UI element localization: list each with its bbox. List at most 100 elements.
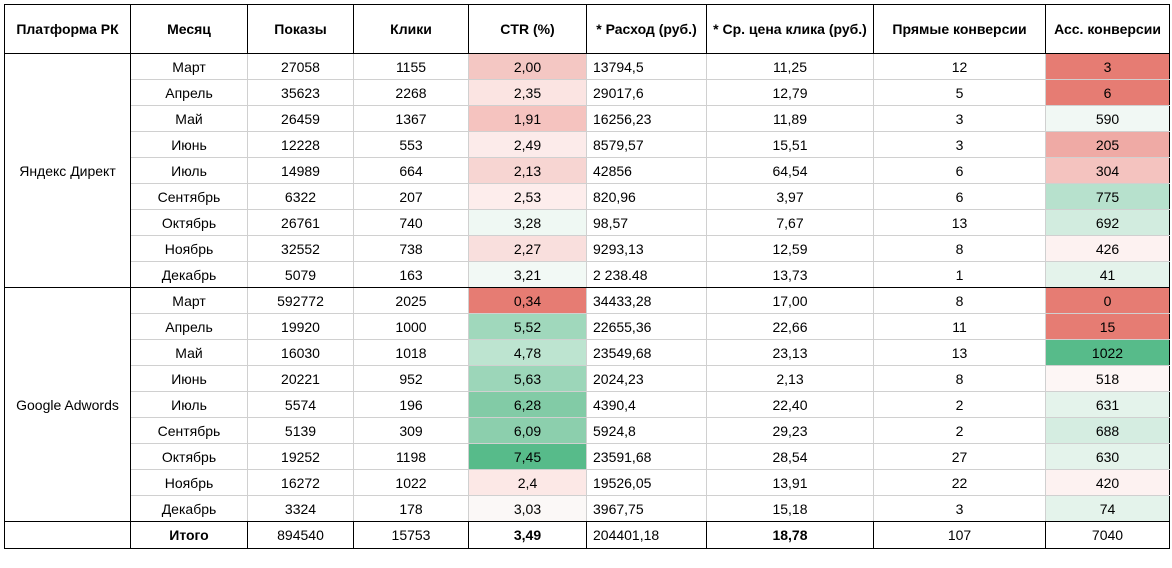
table-row: Июнь 12228 553 2,49 8579,57 15,51 3 205 bbox=[5, 131, 1170, 158]
assisted-conversions-cell: 15 bbox=[1045, 313, 1170, 340]
assisted-conversions-cell: 518 bbox=[1045, 365, 1170, 392]
cpc-cell: 15,51 bbox=[706, 131, 874, 158]
month-cell: Сентябрь bbox=[130, 183, 248, 210]
clicks-cell: 738 bbox=[353, 235, 469, 262]
ctr-cell: 7,45 bbox=[468, 443, 587, 470]
spend-cell: 16256,23 bbox=[586, 105, 707, 132]
month-cell: Сентябрь bbox=[130, 417, 248, 444]
table-row: Декабрь 3324 178 3,03 3967,75 15,18 3 74 bbox=[5, 495, 1170, 522]
shows-cell: 16272 bbox=[247, 469, 354, 496]
direct-conversions-cell: 2 bbox=[873, 417, 1046, 444]
ctr-cell: 2,4 bbox=[468, 469, 587, 496]
ctr-cell: 6,09 bbox=[468, 417, 587, 444]
table-row: Май 26459 1367 1,91 16256,23 11,89 3 590 bbox=[5, 105, 1170, 132]
cpc-cell: 13,91 bbox=[706, 469, 874, 496]
table-row: Июль 5574 196 6,28 4390,4 22,40 2 631 bbox=[5, 391, 1170, 418]
month-cell: Март bbox=[130, 287, 248, 314]
month-cell: Апрель bbox=[130, 313, 248, 340]
month-cell: Апрель bbox=[130, 79, 248, 106]
table-row: Сентябрь 6322 207 2,53 820,96 3,97 6 775 bbox=[5, 183, 1170, 210]
total-clicks: 15753 bbox=[353, 521, 469, 549]
table-row: Май 16030 1018 4,78 23549,68 23,13 13 1022 bbox=[5, 339, 1170, 366]
shows-cell: 5079 bbox=[247, 261, 354, 288]
assisted-conversions-cell: 420 bbox=[1045, 469, 1170, 496]
shows-cell: 35623 bbox=[247, 79, 354, 106]
cpc-cell: 3,97 bbox=[706, 183, 874, 210]
direct-conversions-cell: 8 bbox=[873, 235, 1046, 262]
total-empty-cell bbox=[4, 521, 131, 549]
cpc-cell: 11,89 bbox=[706, 105, 874, 132]
table-row: Июнь 20221 952 5,63 2024,23 2,13 8 518 bbox=[5, 365, 1170, 392]
assisted-conversions-cell: 426 bbox=[1045, 235, 1170, 262]
month-cell: Декабрь bbox=[130, 495, 248, 522]
table-row: Апрель 19920 1000 5,52 22655,36 22,66 11 15 bbox=[5, 313, 1170, 340]
ctr-cell: 0,34 bbox=[468, 287, 587, 314]
header-month: Месяц bbox=[130, 4, 248, 54]
header-cpc: * Ср. цена клика (руб.) bbox=[706, 4, 874, 54]
shows-cell: 5574 bbox=[247, 391, 354, 418]
cpc-cell: 12,59 bbox=[706, 235, 874, 262]
table-row: Google Adwords Март 592772 2025 0,34 34433,28… bbox=[4, 287, 1170, 522]
clicks-cell: 2025 bbox=[353, 287, 469, 314]
total-direct: 107 bbox=[873, 521, 1046, 549]
clicks-cell: 178 bbox=[353, 495, 469, 522]
ctr-cell: 2,27 bbox=[468, 235, 587, 262]
shows-cell: 26459 bbox=[247, 105, 354, 132]
assisted-conversions-cell: 590 bbox=[1045, 105, 1170, 132]
assisted-conversions-cell: 631 bbox=[1045, 391, 1170, 418]
table-row: Октябрь 26761 740 3,28 98,57 7,67 13 692 bbox=[5, 209, 1170, 236]
direct-conversions-cell: 3 bbox=[873, 105, 1046, 132]
assisted-conversions-cell: 205 bbox=[1045, 131, 1170, 158]
spend-cell: 820,96 bbox=[586, 183, 707, 210]
spend-cell: 4390,4 bbox=[586, 391, 707, 418]
header-clicks: Клики bbox=[353, 4, 469, 54]
month-cell: Июнь bbox=[130, 131, 248, 158]
month-cell: Ноябрь bbox=[130, 235, 248, 262]
clicks-cell: 309 bbox=[353, 417, 469, 444]
direct-conversions-cell: 5 bbox=[873, 79, 1046, 106]
direct-conversions-cell: 3 bbox=[873, 495, 1046, 522]
cpc-cell: 23,13 bbox=[706, 339, 874, 366]
assisted-conversions-cell: 0 bbox=[1045, 287, 1170, 314]
spend-cell: 19526,05 bbox=[586, 469, 707, 496]
spend-cell: 5924,8 bbox=[586, 417, 707, 444]
spend-cell: 9293,13 bbox=[586, 235, 707, 262]
cpc-cell: 22,66 bbox=[706, 313, 874, 340]
month-cell: Декабрь bbox=[130, 261, 248, 288]
assisted-conversions-cell: 1022 bbox=[1045, 339, 1170, 366]
month-cell: Март bbox=[130, 53, 248, 80]
shows-cell: 14989 bbox=[247, 157, 354, 184]
direct-conversions-cell: 27 bbox=[873, 443, 1046, 470]
direct-conversions-cell: 6 bbox=[873, 157, 1046, 184]
ctr-cell: 3,21 bbox=[468, 261, 587, 288]
assisted-conversions-cell: 692 bbox=[1045, 209, 1170, 236]
campaign-stats-table: Платформа РК Месяц Показы Клики CTR (%) … bbox=[4, 4, 1170, 549]
table-row: Декабрь 5079 163 3,21 2 238.48 13,73 1 41 bbox=[5, 261, 1170, 288]
cpc-cell: 13,73 bbox=[706, 261, 874, 288]
spend-cell: 42856 bbox=[586, 157, 707, 184]
direct-conversions-cell: 22 bbox=[873, 469, 1046, 496]
clicks-cell: 1000 bbox=[353, 313, 469, 340]
shows-cell: 16030 bbox=[247, 339, 354, 366]
spend-cell: 22655,36 bbox=[586, 313, 707, 340]
shows-cell: 26761 bbox=[247, 209, 354, 236]
ctr-cell: 2,49 bbox=[468, 131, 587, 158]
total-shows: 894540 bbox=[247, 521, 354, 549]
ctr-cell: 4,78 bbox=[468, 339, 587, 366]
spend-cell: 29017,6 bbox=[586, 79, 707, 106]
direct-conversions-cell: 2 bbox=[873, 391, 1046, 418]
spend-cell: 13794,5 bbox=[586, 53, 707, 80]
cpc-cell: 11,25 bbox=[706, 53, 874, 80]
header-shows: Показы bbox=[247, 4, 354, 54]
ctr-cell: 6,28 bbox=[468, 391, 587, 418]
header-spend: * Расход (руб.) bbox=[586, 4, 707, 54]
shows-cell: 12228 bbox=[247, 131, 354, 158]
cpc-cell: 17,00 bbox=[706, 287, 874, 314]
table-row: Октябрь 19252 1198 7,45 23591,68 28,54 27 630 bbox=[5, 443, 1170, 470]
ctr-cell: 2,53 bbox=[468, 183, 587, 210]
clicks-cell: 553 bbox=[353, 131, 469, 158]
month-cell: Октябрь bbox=[130, 209, 248, 236]
month-cell: Июль bbox=[130, 157, 248, 184]
shows-cell: 32552 bbox=[247, 235, 354, 262]
clicks-cell: 1022 bbox=[353, 469, 469, 496]
